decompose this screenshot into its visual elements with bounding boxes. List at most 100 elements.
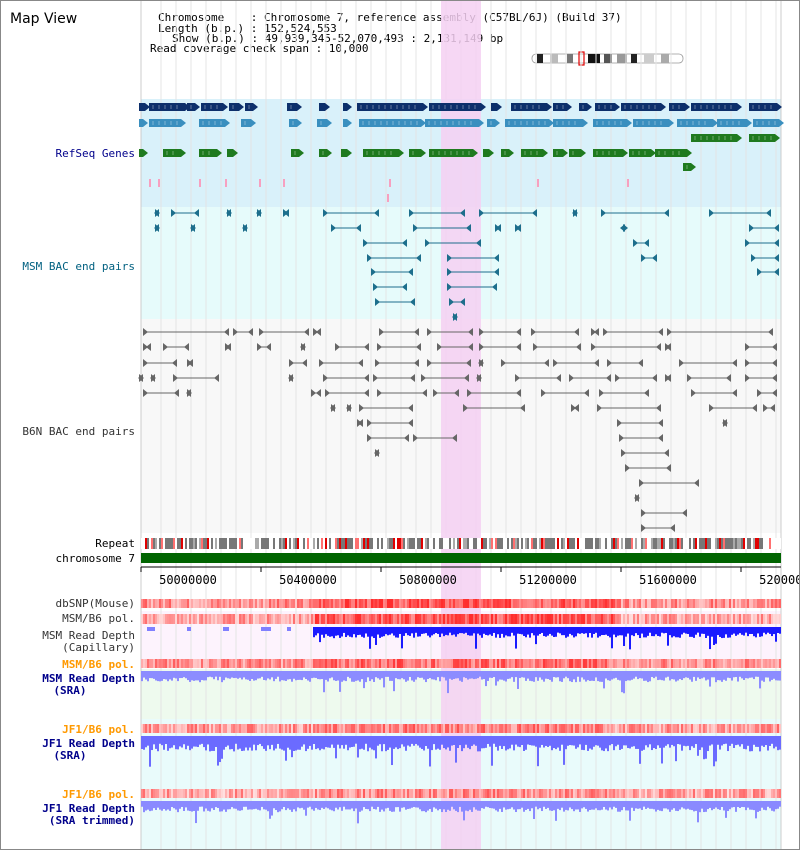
gene-feature[interactable]	[291, 149, 304, 157]
bac-end-pair[interactable]	[607, 359, 643, 367]
bac-end-pair[interactable]	[667, 328, 773, 336]
bac-end-pair[interactable]	[173, 374, 219, 382]
gene-feature[interactable]	[429, 149, 478, 157]
refseq-genes[interactable]	[139, 103, 784, 202]
bac-end-pair[interactable]	[379, 328, 419, 336]
gene-feature[interactable]	[409, 149, 426, 157]
bac-end-pair[interactable]	[259, 328, 309, 336]
bac-end-pair[interactable]	[501, 359, 549, 367]
gene-feature[interactable]	[199, 149, 222, 157]
bac-end-pair[interactable]	[479, 328, 521, 336]
gene-feature[interactable]	[501, 149, 514, 157]
bac-end-pair[interactable]	[323, 209, 379, 217]
bac-end-pair[interactable]	[641, 509, 687, 517]
bac-end-pair[interactable]	[687, 374, 731, 382]
bac-end-pair[interactable]	[533, 343, 581, 351]
track-label-dbsnp[interactable]: dbSNP(Mouse)	[55, 597, 135, 610]
gene-feature[interactable]	[343, 119, 352, 127]
bac-end-pair[interactable]	[620, 224, 628, 232]
bac-end-pair[interactable]	[289, 359, 307, 367]
bac-end-pair[interactable]	[187, 359, 193, 367]
gene-feature[interactable]	[187, 103, 200, 111]
bac-end-pair[interactable]	[531, 328, 579, 336]
bac-end-pair[interactable]	[541, 389, 589, 397]
gene-feature[interactable]	[553, 119, 588, 127]
gene-feature[interactable]	[633, 119, 674, 127]
gene-feature[interactable]	[343, 103, 352, 111]
track-label-jf1-read-depth-trimmed[interactable]: JF1 Read Depth	[42, 802, 135, 815]
bac-end-pair[interactable]	[421, 374, 469, 382]
bac-end-pair[interactable]	[515, 224, 521, 232]
gene-feature[interactable]	[229, 103, 244, 111]
track-label-msm-b6-pol-2[interactable]: MSM/B6 pol.	[62, 658, 135, 671]
selection-highlight[interactable]	[441, 1, 481, 849]
gene-feature[interactable]	[319, 103, 330, 111]
bac-end-pair[interactable]	[367, 254, 421, 262]
bac-end-pair[interactable]	[377, 389, 427, 397]
bac-end-pair[interactable]	[367, 434, 409, 442]
bac-end-pair[interactable]	[373, 374, 415, 382]
bac-end-pair[interactable]	[363, 239, 407, 247]
gene-feature[interactable]	[553, 149, 568, 157]
bac-end-pair[interactable]	[569, 374, 611, 382]
gene-feature[interactable]	[569, 149, 586, 157]
bac-end-pair[interactable]	[679, 359, 737, 367]
gene-feature[interactable]	[199, 119, 230, 127]
bac-end-pair[interactable]	[311, 389, 321, 397]
gene-feature[interactable]	[505, 119, 554, 127]
msm-bac-end-pairs[interactable]	[154, 209, 779, 321]
bac-end-pair[interactable]	[617, 419, 663, 427]
gene-feature[interactable]	[691, 103, 742, 111]
gene-feature[interactable]	[149, 119, 186, 127]
bac-end-pair[interactable]	[288, 374, 294, 382]
track-label-msm-read-depth-capillary[interactable]: MSM Read Depth	[42, 629, 135, 642]
gene-feature[interactable]	[429, 103, 486, 111]
bac-end-pair[interactable]	[283, 209, 289, 217]
bac-end-pair[interactable]	[335, 343, 369, 351]
bac-end-pair[interactable]	[437, 343, 473, 351]
bac-end-pair[interactable]	[331, 224, 361, 232]
bac-end-pair[interactable]	[591, 343, 661, 351]
track-label-repeat[interactable]: Repeat	[95, 537, 135, 550]
gene-feature[interactable]	[287, 103, 302, 111]
bac-end-pair[interactable]	[319, 359, 363, 367]
bac-end-pair[interactable]	[599, 389, 649, 397]
bac-end-pair[interactable]	[619, 434, 663, 442]
gene-feature[interactable]	[201, 103, 228, 111]
bac-end-pair[interactable]	[409, 209, 465, 217]
bac-end-pair[interactable]	[625, 464, 671, 472]
chromosome-bar[interactable]	[141, 553, 781, 563]
bac-end-pair[interactable]	[186, 389, 192, 397]
bac-end-pair[interactable]	[447, 268, 499, 276]
bac-end-pair[interactable]	[373, 283, 407, 291]
repeat-track[interactable]	[141, 538, 781, 549]
bac-end-pair[interactable]	[225, 343, 231, 351]
bac-end-pair[interactable]	[325, 389, 369, 397]
bac-end-pair[interactable]	[479, 343, 521, 351]
track-label-msm-read-depth-sra[interactable]: MSM Read Depth	[42, 672, 135, 685]
bac-end-pair[interactable]	[427, 359, 471, 367]
bac-end-pair[interactable]	[163, 343, 189, 351]
bac-end-pair[interactable]	[447, 254, 499, 262]
bac-end-pair[interactable]	[171, 209, 199, 217]
gene-feature[interactable]	[511, 103, 552, 111]
bac-end-pair[interactable]	[190, 224, 196, 232]
bac-end-pair[interactable]	[745, 239, 779, 247]
gene-feature[interactable]	[593, 149, 628, 157]
bac-end-pair[interactable]	[478, 359, 484, 367]
bac-end-pair[interactable]	[226, 209, 232, 217]
gene-feature[interactable]	[593, 119, 632, 127]
chromosome-ideogram[interactable]	[531, 51, 684, 66]
gene-feature[interactable]	[483, 149, 494, 157]
bac-end-pair[interactable]	[367, 419, 413, 427]
gene-feature[interactable]	[227, 149, 238, 157]
bac-end-pair[interactable]	[757, 268, 779, 276]
bac-end-pair[interactable]	[256, 209, 262, 217]
gene-feature[interactable]	[749, 103, 782, 111]
bac-end-pair[interactable]	[374, 449, 380, 457]
bac-end-pair[interactable]	[143, 328, 229, 336]
bac-end-pair[interactable]	[572, 209, 578, 217]
gene-feature[interactable]	[491, 103, 502, 111]
bac-end-pair[interactable]	[476, 374, 482, 382]
bac-end-pair[interactable]	[745, 343, 777, 351]
